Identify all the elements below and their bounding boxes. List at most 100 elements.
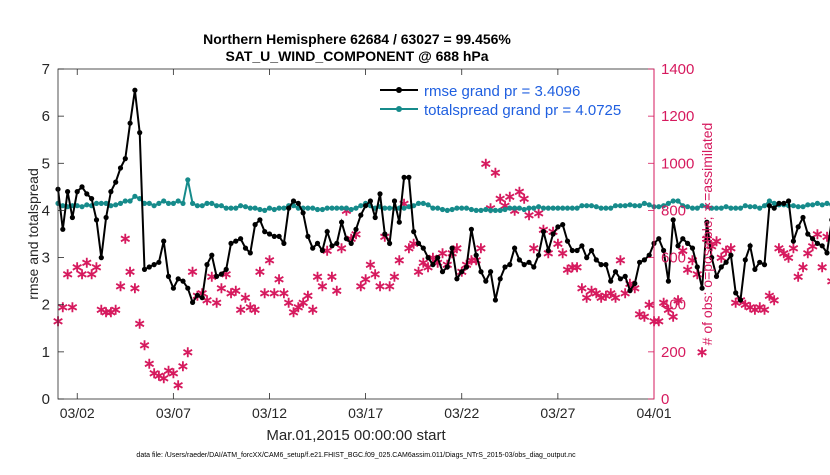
- spread-point: [622, 203, 628, 209]
- rmse-point: [190, 299, 196, 305]
- obs-assimilated-point: ∗: [427, 250, 440, 267]
- obs-assimilated-point: ∗: [71, 259, 84, 276]
- obs-assimilated-point: ∗: [167, 365, 180, 382]
- obs-assimilated-point: ∗: [177, 358, 190, 375]
- obs-assimilated-point: ∗: [359, 271, 372, 288]
- y-right-tick-label: 400: [661, 297, 686, 314]
- spread-point: [560, 205, 566, 211]
- rmse-point: [127, 120, 133, 126]
- rmse-point: [238, 236, 244, 242]
- obs-assimilated-point: ∗: [494, 191, 507, 208]
- spread-point: [579, 203, 585, 209]
- spread-point: [661, 203, 667, 209]
- obs-assimilated-point: ∗: [475, 240, 488, 257]
- obs-assimilated-point: ∗: [580, 290, 593, 307]
- obs-assimilated-point: ∗: [95, 301, 108, 318]
- spread-point: [790, 203, 797, 209]
- rmse-point: [627, 288, 633, 294]
- rmse-point: [670, 217, 676, 223]
- spread-point: [665, 200, 672, 206]
- rmse-point: [588, 247, 595, 254]
- obs-assimilated-point: ∗: [81, 254, 94, 271]
- obs-assimilated-point: ∗: [181, 344, 194, 361]
- spread-point: [247, 205, 253, 211]
- obs-assimilated-point: ∗: [355, 278, 368, 295]
- spread-point: [175, 198, 181, 204]
- spread-point: [704, 204, 710, 210]
- spread-point: [228, 205, 234, 211]
- obs-assimilated-point: ∗: [638, 309, 651, 326]
- rmse-point: [209, 252, 215, 258]
- rmse-point: [781, 200, 787, 206]
- rmse-point: [603, 262, 609, 268]
- rmse-point: [74, 189, 80, 195]
- y-left-tick-label: 6: [42, 108, 50, 125]
- obs-assimilated-point: ∗: [643, 297, 656, 314]
- obs-assimilated-point: ∗: [556, 245, 569, 262]
- obs-assimilated-point: ∗: [600, 287, 613, 304]
- spread-point: [161, 198, 167, 204]
- rmse-point: [60, 226, 66, 232]
- spread-point: [627, 202, 633, 208]
- obs-assimilated-point: ∗: [76, 266, 89, 283]
- spread-series-layer: [55, 177, 830, 213]
- spread-point: [737, 205, 744, 211]
- y-right-tick-label: 0: [661, 391, 669, 408]
- legend: rmse grand pr = 3.4096 totalspread grand…: [380, 83, 621, 119]
- spread-point: [108, 203, 114, 209]
- obs-assimilated-point: ∗: [725, 240, 738, 257]
- obs-assimilated-point: ∗: [220, 266, 233, 283]
- y-right-tick-label: 1400: [661, 61, 694, 78]
- rmse-point: [718, 264, 724, 270]
- spread-point: [266, 205, 273, 211]
- spread-point: [204, 200, 210, 206]
- rmse-point: [737, 297, 744, 303]
- spread-point: [262, 207, 268, 213]
- obs-assimilated-point: ∗: [326, 268, 339, 285]
- spread-point: [540, 205, 547, 211]
- spread-point: [165, 200, 172, 206]
- rmse-point: [531, 264, 537, 270]
- spread-point: [536, 204, 542, 210]
- obs-assimilated-point: ∗: [90, 259, 103, 276]
- spread-point: [387, 205, 393, 211]
- rmse-point: [300, 210, 306, 216]
- rmse-point: [69, 214, 75, 221]
- spread-point: [747, 204, 753, 210]
- rmse-point: [656, 236, 662, 242]
- y-left-tick-label: 0: [42, 391, 50, 408]
- x-tick-label: 04/01: [636, 405, 671, 421]
- spread-point: [473, 207, 479, 213]
- spread-point: [555, 205, 561, 211]
- obs-assimilated-point: ∗: [768, 292, 781, 309]
- rmse-point: [93, 217, 100, 223]
- spread-point: [324, 205, 330, 211]
- obs-assimilated-point: ∗: [114, 278, 127, 295]
- spread-point: [358, 203, 364, 209]
- obs-assimilated-point: ∗: [225, 285, 238, 302]
- spread-point: [156, 200, 162, 206]
- obs-assimilated-point: ∗: [383, 278, 396, 295]
- rmse-point: [214, 273, 220, 279]
- obs-assimilated-point: ∗: [576, 280, 589, 297]
- spread-point: [646, 202, 652, 208]
- rmse-point: [742, 257, 748, 263]
- rmse-point: [579, 243, 585, 249]
- rmse-point: [242, 245, 249, 251]
- spread-point: [84, 202, 90, 208]
- rmse-point: [463, 264, 470, 270]
- obs-assimilated-point: ∗: [109, 301, 122, 318]
- rmse-point: [761, 262, 768, 268]
- rmse-point: [343, 236, 349, 242]
- x-tick-label: 03/27: [540, 405, 575, 421]
- spread-point: [574, 205, 580, 211]
- spread-point: [699, 203, 705, 209]
- rmse-point: [377, 191, 383, 197]
- x-tick-label: 03/22: [444, 405, 479, 421]
- obs-assimilated-point: ∗: [821, 228, 830, 245]
- spread-point: [584, 203, 590, 209]
- spread-point: [74, 203, 80, 209]
- rmse-point: [800, 214, 806, 221]
